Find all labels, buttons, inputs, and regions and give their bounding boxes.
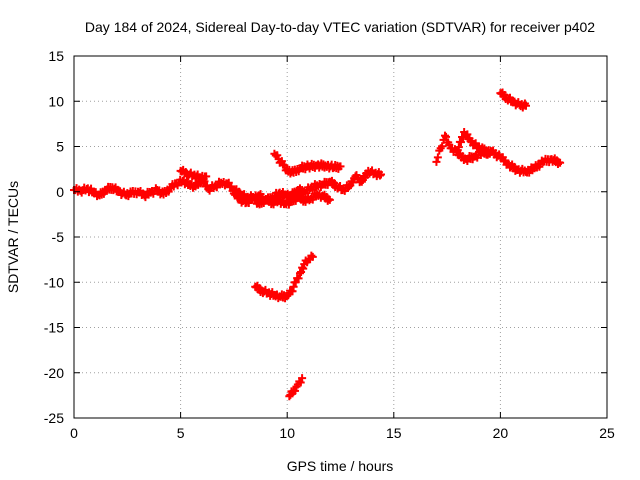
x-tick-label: 0 — [70, 425, 78, 441]
y-tick-label: -25 — [44, 410, 64, 426]
series-band-18-23-h — [453, 146, 565, 177]
data-point — [283, 291, 292, 300]
chart-title: Day 184 of 2024, Sidereal Day-to-day VTE… — [85, 19, 595, 35]
series-main-band — [70, 166, 386, 206]
series-track-10 — [496, 88, 530, 112]
data-point — [273, 151, 282, 160]
y-tick-label: 10 — [48, 93, 64, 109]
series-upper-5-7-h — [176, 165, 211, 183]
data-point — [280, 161, 289, 170]
data-points — [70, 88, 565, 401]
data-point — [289, 282, 298, 291]
data-point — [442, 132, 451, 141]
y-axis-label: SDTVAR / TECUs — [5, 181, 21, 293]
data-point — [298, 374, 307, 383]
x-tick-label: 25 — [599, 425, 615, 441]
y-tick-label: -20 — [44, 365, 64, 381]
data-point — [307, 251, 316, 260]
data-point — [291, 386, 300, 395]
y-tick-label: -10 — [44, 274, 64, 290]
data-point — [296, 378, 305, 387]
series-lower-band — [229, 189, 334, 209]
data-point — [288, 287, 297, 296]
data-point — [308, 252, 317, 261]
data-point — [202, 172, 211, 181]
data-point — [299, 264, 308, 273]
axis-ticks: 0 5 10 15 20 25 15 10 5 0 -5 -10 -15 -20 -25 — [44, 48, 615, 441]
data-point — [456, 138, 465, 147]
plot-frame — [73, 55, 608, 419]
y-tick-label: -5 — [52, 229, 65, 245]
series-track-21 — [285, 374, 307, 401]
grid-lines — [74, 56, 607, 418]
y-tick-label: 15 — [48, 48, 64, 64]
y-tick-label: 0 — [56, 184, 64, 200]
data-point — [348, 178, 357, 187]
data-point — [432, 157, 441, 166]
data-point — [463, 130, 472, 139]
data-point — [433, 153, 442, 162]
data-point — [325, 195, 334, 204]
data-point — [521, 101, 530, 110]
data-point — [556, 158, 565, 167]
data-point — [336, 162, 345, 171]
y-tick-label: 5 — [56, 139, 64, 155]
data-point — [438, 142, 447, 151]
data-point — [377, 170, 386, 179]
series-arc-9-5-12-5-h — [270, 149, 345, 178]
data-point — [295, 269, 304, 278]
x-axis-label: GPS time / hours — [287, 458, 394, 474]
data-point — [440, 131, 449, 140]
data-point — [454, 143, 463, 152]
x-tick-label: 10 — [279, 425, 295, 441]
series-track-11 — [251, 251, 317, 303]
x-tick-label: 20 — [493, 425, 509, 441]
data-point — [294, 274, 303, 283]
x-tick-label: 5 — [177, 425, 185, 441]
x-tick-label: 15 — [386, 425, 402, 441]
y-tick-label: -15 — [44, 320, 64, 336]
